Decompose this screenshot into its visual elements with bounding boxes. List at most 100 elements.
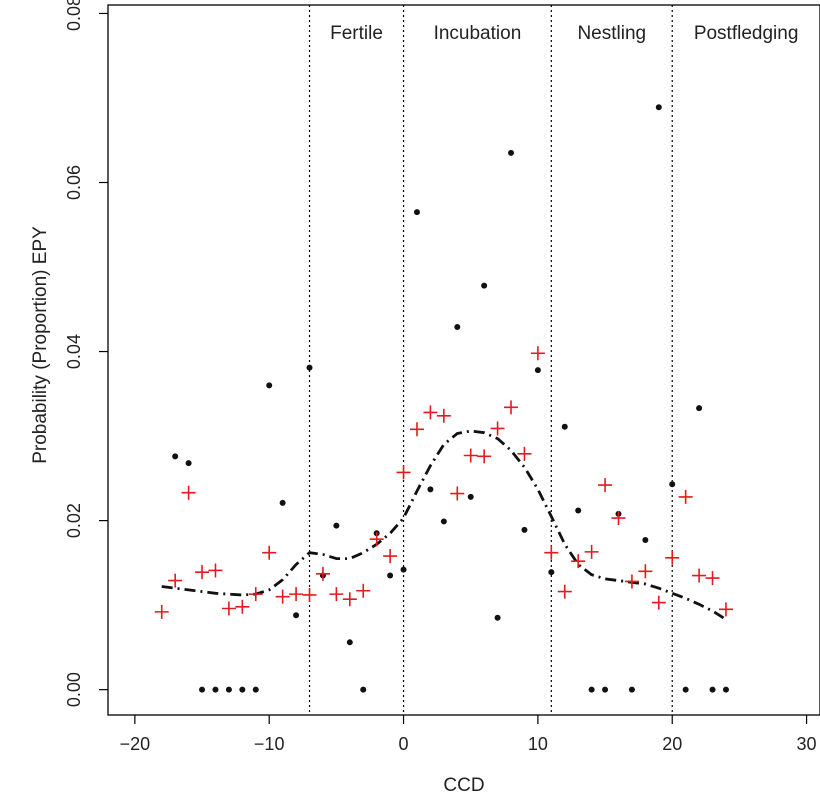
observed-point xyxy=(360,686,367,693)
y-axis: 0.00 0.02 0.04 0.06 0.08 xyxy=(64,0,108,707)
model-cross xyxy=(624,574,639,589)
model-cross xyxy=(490,421,505,436)
model-cross xyxy=(571,554,586,569)
observed-point xyxy=(494,614,501,621)
model-cross xyxy=(302,587,317,602)
observed-point xyxy=(602,686,609,693)
observed-point xyxy=(413,209,420,216)
phase-labels: Fertile Incubation Nestling Postfledging xyxy=(330,23,798,44)
observed-point xyxy=(185,460,192,467)
model-cross xyxy=(463,448,478,463)
phase-label: Incubation xyxy=(434,23,522,44)
observed-point xyxy=(709,686,716,693)
observed-point xyxy=(333,522,340,529)
model-cross xyxy=(275,589,290,604)
model-cross xyxy=(168,573,183,588)
phase-label: Nestling xyxy=(577,23,646,44)
model-cross xyxy=(383,549,398,564)
model-cross xyxy=(315,566,330,581)
observed-point xyxy=(306,364,313,371)
model-cross xyxy=(235,599,250,614)
x-tick-label: 30 xyxy=(797,734,817,754)
smoothed-trend xyxy=(161,429,727,621)
model-cross xyxy=(544,545,559,560)
model-cross xyxy=(584,544,599,559)
model-cross xyxy=(638,564,653,579)
observed-point xyxy=(293,612,300,619)
observed-point xyxy=(682,686,689,693)
model-cross xyxy=(369,532,384,547)
observed-point xyxy=(427,486,434,493)
observed-point xyxy=(561,423,568,430)
model-cross xyxy=(504,400,519,415)
observed-point xyxy=(669,481,676,488)
x-tick-label: −20 xyxy=(120,734,151,754)
observed-point xyxy=(346,639,353,646)
model-cross xyxy=(530,346,545,361)
observed-point xyxy=(239,686,246,693)
model-cross xyxy=(611,511,626,526)
model-cross xyxy=(396,465,411,480)
model-cross xyxy=(423,405,438,420)
model-cross xyxy=(692,568,707,583)
observed-point xyxy=(172,453,179,460)
model-cross xyxy=(154,604,169,619)
observed-point xyxy=(588,686,595,693)
x-axis-title: CCD xyxy=(443,775,484,796)
model-cross xyxy=(436,408,451,423)
model-cross xyxy=(221,601,236,616)
observed-point xyxy=(252,686,259,693)
model-cross xyxy=(517,446,532,461)
model-cross xyxy=(289,587,304,602)
model-cross xyxy=(329,587,344,602)
model-cross xyxy=(262,545,277,560)
observed-point xyxy=(642,537,649,544)
observed-point xyxy=(508,149,515,156)
observed-point xyxy=(481,282,488,289)
observed-point xyxy=(467,493,474,500)
y-tick-label: 0.00 xyxy=(64,672,84,707)
x-tick-label: 20 xyxy=(662,734,682,754)
observed-point xyxy=(548,569,555,576)
model-cross xyxy=(450,486,465,501)
observed-point xyxy=(266,382,273,389)
plot-frame xyxy=(107,4,820,716)
model-cross xyxy=(356,583,371,598)
observed-point xyxy=(199,686,206,693)
x-tick-label: 10 xyxy=(528,734,548,754)
model-cross xyxy=(342,592,357,607)
model-cross xyxy=(477,449,492,464)
model-cross xyxy=(705,571,720,586)
observed-point xyxy=(400,566,407,573)
x-tick-label: −10 xyxy=(254,734,285,754)
model-cross xyxy=(195,565,210,580)
observed-point xyxy=(440,518,447,525)
model-cross xyxy=(598,478,613,493)
observed-point xyxy=(722,686,729,693)
x-tick-label: 0 xyxy=(399,734,409,754)
phase-label: Fertile xyxy=(330,23,383,44)
model-cross xyxy=(678,489,693,504)
observed-point xyxy=(534,367,541,374)
observed-point xyxy=(387,572,394,579)
observed-point xyxy=(454,324,461,331)
model-cross xyxy=(409,422,424,437)
model-cross xyxy=(665,550,680,565)
y-tick-label: 0.04 xyxy=(64,334,84,369)
observed-point xyxy=(279,499,286,506)
x-axis: −20 −10 0 10 20 30 xyxy=(120,715,817,754)
y-tick-label: 0.06 xyxy=(64,165,84,200)
y-tick-label: 0.02 xyxy=(64,503,84,538)
observed-point xyxy=(655,104,662,111)
observed-point xyxy=(225,686,232,693)
observed-points xyxy=(172,104,729,693)
y-axis-title: Probability (Proportion) EPY xyxy=(30,226,51,464)
model-cross xyxy=(557,584,572,599)
phase-label: Postfledging xyxy=(694,23,799,44)
smoothed-trend-line xyxy=(161,429,727,621)
model-cross xyxy=(181,485,196,500)
model-cross xyxy=(718,602,733,617)
observed-point xyxy=(628,686,635,693)
model-cross xyxy=(208,563,223,578)
model-cross xyxy=(248,587,263,602)
